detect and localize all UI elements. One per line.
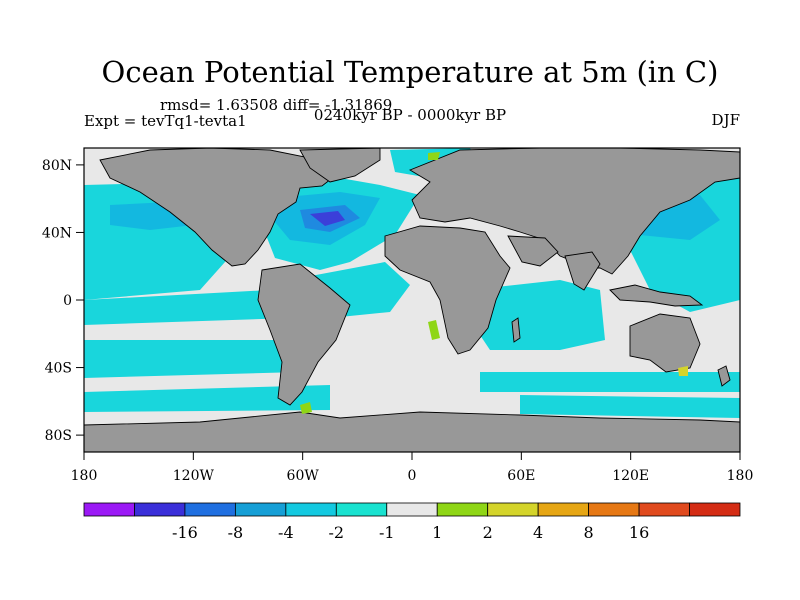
colorbar-label: -1 (379, 523, 395, 542)
north-america-land (99, 148, 341, 267)
south-america-land (257, 263, 351, 406)
land-masses (84, 148, 740, 452)
latitude-axis: 80N 40N 0 40S 80S (42, 158, 84, 444)
maritime-continent-land (609, 284, 704, 307)
colorbar-swatch (689, 502, 741, 517)
colorbar-label: -8 (228, 523, 244, 542)
lon-tick-label: 180 (727, 468, 754, 484)
colorbar-label: -4 (278, 523, 294, 542)
arabian-peninsula-land (507, 235, 559, 267)
lon-tick-label: 0 (408, 468, 417, 484)
north-atlantic-strongest-cool (310, 211, 345, 226)
lat-tick-label: 40S (45, 361, 72, 377)
lat-tick-label: 40N (42, 225, 72, 241)
experiment-label: Expt = tevTq1-tevta1 (84, 112, 247, 130)
colorbar-swatch (638, 502, 690, 517)
colorbar-label: -2 (329, 523, 345, 542)
colorbar-swatch (184, 502, 236, 517)
colorbar-swatch (335, 502, 388, 517)
india-land (564, 251, 601, 291)
southern-ocean-cool-band (84, 385, 330, 412)
lon-tick-label: 60E (507, 468, 535, 484)
new-zealand-land (717, 365, 731, 387)
lat-tick-label: 80N (42, 158, 72, 174)
warming-regions (300, 152, 688, 414)
europe-asia-land (408, 148, 740, 275)
lon-tick-label: 60W (287, 468, 320, 484)
antarctica-land (84, 411, 740, 452)
longitude-axis: 180 120W 60W 0 60E 120E 180 (71, 452, 754, 484)
southern-ocean-east-cool-band (520, 395, 740, 418)
colorbar-swatch (234, 502, 287, 517)
australia-warming (678, 366, 688, 376)
colorbar-swatch (537, 502, 590, 517)
australia-land (629, 313, 701, 373)
colorbar-label: 8 (584, 523, 594, 542)
period-label: 0240kyr BP - 0000kyr BP (314, 106, 506, 124)
equatorial-pacific-cool-band (84, 290, 300, 325)
stats-label: rmsd= 1.63508 diff= -1.31869 (160, 96, 392, 114)
colorbar-swatch (436, 502, 489, 517)
madagascar-land (511, 317, 521, 343)
lon-tick-label: 120W (173, 468, 215, 484)
greenland-land (299, 148, 381, 183)
benguela-warming (428, 320, 440, 340)
lon-tick-label: 120E (612, 468, 649, 484)
season-label: DJF (712, 111, 740, 129)
colorbar-label: 16 (629, 523, 649, 542)
barents-warming (428, 152, 440, 160)
colorbar-swatch (83, 502, 135, 517)
south-pacific-cool-band (84, 340, 300, 378)
colorbar-swatch (285, 502, 337, 517)
colorbar-label: 2 (483, 523, 493, 542)
lat-tick-label: 80S (45, 428, 72, 444)
colorbar: -16 -8 -4 -2 -1 1 2 4 8 16 (83, 502, 741, 542)
patagonia-warming (300, 402, 312, 414)
colorbar-label: 4 (533, 523, 543, 542)
lat-tick-label: 0 (63, 293, 72, 309)
colorbar-swatch (588, 502, 640, 517)
indian-ocean-cool-band (470, 280, 605, 350)
lon-tick-label: 180 (71, 468, 98, 484)
map-panel (84, 148, 740, 452)
south-indian-cool-band (480, 372, 740, 392)
colorbar-swatch (386, 502, 438, 517)
colorbar-swatch (487, 502, 539, 517)
plot-title: Ocean Potential Temperature at 5m (in C) (102, 55, 719, 89)
colorbar-swatch (134, 502, 186, 517)
africa-land (384, 225, 511, 355)
colorbar-label: 1 (432, 523, 442, 542)
colorbar-label: -16 (172, 523, 198, 542)
